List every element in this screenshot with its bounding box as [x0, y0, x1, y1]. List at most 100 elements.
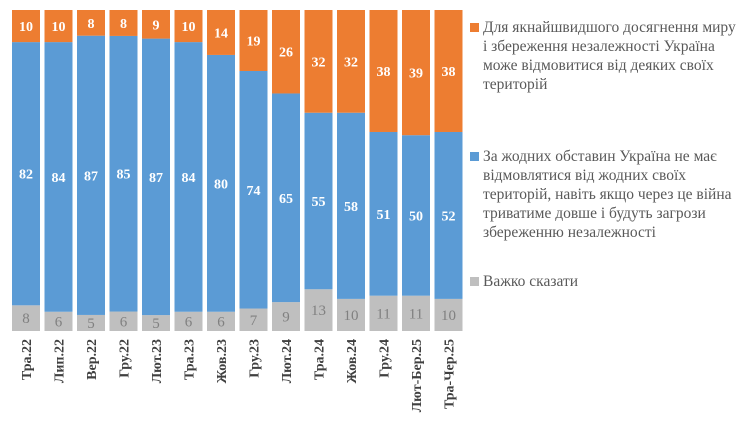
legend-item-never: За жодних обставин Україна не має відмов… — [470, 147, 738, 242]
data-label: 84 — [182, 171, 196, 186]
data-label: 14 — [214, 26, 228, 41]
bar-segment-never-cede — [337, 112, 365, 299]
bar-segment-may-cede — [207, 10, 235, 55]
legend-item-hard-to-say: Важко сказати — [470, 272, 578, 291]
bar-segment-never-cede — [272, 93, 300, 303]
bar-segment-hard-to-say — [77, 314, 105, 331]
bar-segment-never-cede — [434, 131, 463, 299]
bar-segment-hard-to-say — [12, 305, 40, 331]
x-tick-label: Тра.24 — [313, 339, 328, 380]
bar-segment-may-cede — [77, 10, 105, 36]
bar-segment-hard-to-say — [239, 308, 268, 331]
bar-segment-never-cede — [44, 42, 73, 312]
bar-segment-never-cede — [402, 135, 430, 296]
legend-label: Важко сказати — [483, 273, 579, 290]
bar-segment-hard-to-say — [337, 298, 365, 331]
data-label: 19 — [247, 34, 261, 49]
x-tick-label: Гру.24 — [378, 339, 393, 378]
data-label: 5 — [87, 316, 95, 332]
x-tick-label: Жов.23 — [215, 339, 230, 384]
bar-segment-never-cede — [142, 38, 170, 316]
bar-segment-may-cede — [434, 10, 463, 132]
data-label: 84 — [52, 171, 66, 186]
data-label: 85 — [117, 168, 131, 183]
stacked-bar-chart: 88210Тра.2268410Лип.225878Вер.226858Гру.… — [12, 10, 463, 412]
bar-segment-may-cede — [239, 10, 268, 71]
data-label: 6 — [120, 314, 128, 330]
data-label: 10 — [19, 20, 33, 35]
data-label: 11 — [409, 306, 423, 322]
bar-segment-may-cede — [369, 10, 398, 132]
data-label: 87 — [149, 171, 163, 186]
bar-segment-hard-to-say — [207, 311, 235, 331]
data-label: 82 — [19, 168, 33, 183]
legend-swatch-blue — [470, 152, 479, 161]
legend-label: Для якнайшвидшого досягнення миру і збер… — [483, 19, 736, 93]
bar-segment-hard-to-say — [272, 302, 300, 331]
data-label: 74 — [247, 184, 261, 199]
data-label: 55 — [312, 195, 326, 210]
bar-segment-hard-to-say — [109, 311, 138, 331]
data-label: 8 — [22, 311, 30, 327]
bar-segment-never-cede — [109, 35, 138, 312]
data-label: 6 — [55, 314, 63, 330]
data-label: 38 — [377, 65, 391, 80]
data-label: 39 — [409, 67, 423, 82]
bar-segment-hard-to-say — [402, 295, 430, 331]
data-label: 9 — [282, 310, 290, 326]
bar-segment-hard-to-say — [174, 311, 203, 331]
x-tick-label: Вер.22 — [85, 339, 100, 380]
data-label: 80 — [214, 177, 228, 192]
bar-segment-never-cede — [304, 112, 333, 290]
data-label: 50 — [409, 209, 423, 224]
bar-segment-may-cede — [304, 10, 333, 113]
data-label: 11 — [376, 306, 390, 322]
x-tick-label: Гру.22 — [118, 339, 133, 378]
x-tick-label: Тра-Чер.25 — [443, 339, 458, 409]
bar-segment-may-cede — [402, 10, 430, 136]
legend-swatch-orange — [470, 23, 479, 32]
data-label: 13 — [311, 303, 326, 319]
x-tick-label: Жов.24 — [345, 339, 360, 384]
data-label: 32 — [312, 55, 326, 70]
data-label: 10 — [441, 308, 456, 324]
bar-segment-may-cede — [12, 10, 40, 43]
bar-segment-hard-to-say — [44, 311, 73, 331]
bar-segment-may-cede — [174, 10, 203, 43]
bar-segment-hard-to-say — [434, 298, 463, 331]
data-label: 9 — [153, 18, 160, 33]
data-label: 10 — [182, 20, 196, 35]
x-tick-label: Лип.22 — [53, 339, 68, 383]
bar-segment-never-cede — [369, 131, 398, 296]
data-label: 32 — [344, 55, 358, 70]
data-label: 65 — [279, 192, 293, 207]
x-tick-label: Гру.23 — [248, 339, 263, 378]
data-label: 38 — [442, 65, 456, 80]
data-label: 7 — [250, 313, 258, 329]
bar-segment-never-cede — [207, 54, 235, 312]
x-tick-label: Тра.23 — [183, 339, 198, 380]
data-label: 26 — [279, 46, 293, 61]
x-tick-label: Лют.23 — [150, 339, 165, 383]
bar-segment-never-cede — [77, 35, 105, 315]
bar-segment-may-cede — [272, 10, 300, 94]
data-label: 8 — [88, 17, 95, 32]
data-label: 87 — [84, 169, 98, 184]
data-label: 51 — [377, 208, 391, 223]
legend-label: За жодних обставин Україна не має відмов… — [483, 148, 732, 241]
bar-segment-may-cede — [44, 10, 73, 43]
legend-swatch-gray — [470, 277, 479, 286]
data-label: 8 — [120, 17, 127, 32]
x-tick-label: Лют.24 — [280, 339, 295, 383]
data-label: 52 — [442, 209, 456, 224]
bar-segment-hard-to-say — [142, 315, 170, 331]
data-label: 6 — [217, 314, 225, 330]
bar-segment-may-cede — [142, 10, 170, 39]
data-label: 58 — [344, 200, 358, 215]
bar-segment-never-cede — [12, 42, 40, 306]
data-label: 10 — [344, 308, 359, 324]
x-tick-label: Тра.22 — [20, 339, 35, 380]
bar-segment-never-cede — [239, 70, 268, 309]
bar-segment-may-cede — [337, 10, 365, 113]
bar-segment-hard-to-say — [369, 295, 398, 331]
